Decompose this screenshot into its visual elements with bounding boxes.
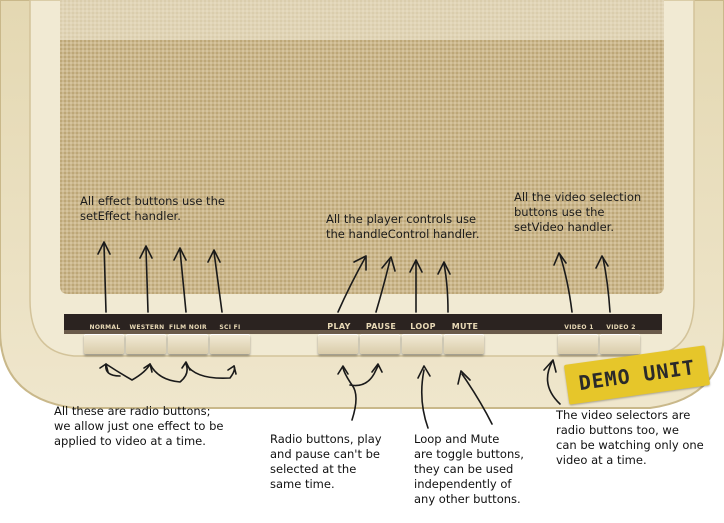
- note-play-pause: Radio buttons, play and pause can't be s…: [270, 432, 382, 491]
- video-label-2: VIDEO 2: [606, 324, 636, 331]
- effect-label-sci-fi: SCI FI: [219, 324, 241, 331]
- control-label-play: PLAY: [327, 322, 351, 331]
- loop-button[interactable]: [402, 334, 442, 354]
- control-arrows: [337, 255, 451, 313]
- note-effect-handler: All effect buttons use the setEffect han…: [80, 194, 225, 223]
- sci-fi-button[interactable]: [210, 334, 250, 354]
- video-selector-connector: [543, 359, 561, 405]
- effect-label-film-noir: FILM NOIR: [169, 324, 207, 331]
- video-1-button[interactable]: [558, 334, 598, 354]
- effect-label-western: WESTERN: [129, 324, 165, 331]
- loop-mute-connector: [417, 365, 493, 429]
- video-2-button[interactable]: [600, 334, 640, 354]
- control-label-mute: MUTE: [451, 322, 479, 331]
- pause-button[interactable]: [360, 334, 400, 354]
- note-video-handler: All the video selection buttons use the …: [514, 190, 642, 234]
- note-loop-mute: Loop and Mute are toggle buttons, they c…: [414, 432, 524, 506]
- control-label-pause: PAUSE: [365, 322, 397, 331]
- note-radio-effects: All these are radio buttons; we allow ju…: [54, 404, 224, 448]
- speaker-cloth: [60, 0, 664, 294]
- effect-label-normal: NORMAL: [89, 324, 121, 331]
- video-arrows: [553, 252, 611, 313]
- normal-button[interactable]: [84, 334, 124, 354]
- mute-button[interactable]: [444, 334, 484, 354]
- play-pause-connector: [337, 363, 383, 421]
- play-button[interactable]: [318, 334, 358, 354]
- western-button[interactable]: [126, 334, 166, 354]
- effect-arrows: [97, 241, 223, 313]
- note-video-selectors: The video selectors are radio buttons to…: [556, 408, 704, 467]
- radio-effect-connector: [99, 361, 237, 383]
- note-control-handler: All the player controls use the handleCo…: [326, 212, 480, 241]
- film-noir-button[interactable]: [168, 334, 208, 354]
- control-strip: [64, 314, 662, 332]
- control-label-loop: LOOP: [410, 322, 436, 331]
- video-label-1: VIDEO 1: [564, 324, 594, 331]
